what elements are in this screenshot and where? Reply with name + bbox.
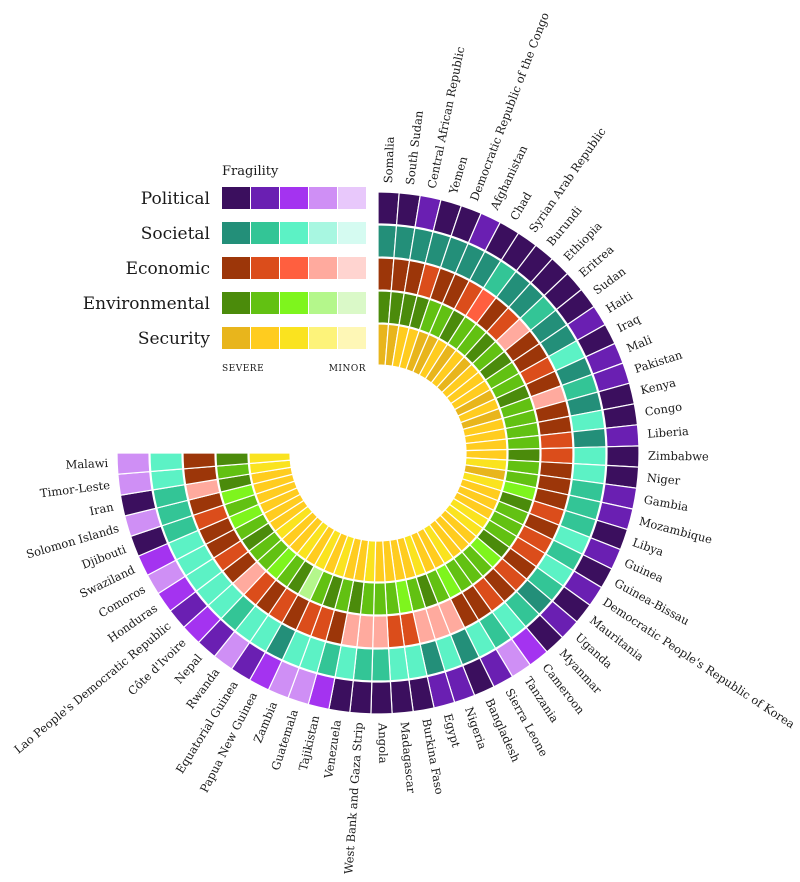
- legend-swatch-societal-4: [309, 222, 337, 244]
- legend-swatch-economic-1: [222, 257, 250, 279]
- legend-scale-severe: SEVERE: [222, 364, 264, 374]
- legend-label-environmental: Environmental: [83, 294, 210, 314]
- country-label-mali: Mali: [624, 332, 654, 355]
- legend-swatch-political-3: [280, 187, 308, 209]
- legend-swatch-economic-5: [338, 257, 366, 279]
- cell-societal-angola: [371, 648, 391, 682]
- legend-swatch-security-4: [309, 327, 337, 349]
- country-label-chad: Chad: [507, 189, 535, 223]
- country-label-malawi: Malawi: [65, 456, 109, 472]
- cell-economic-malawi: [182, 452, 217, 470]
- legend-scale-minor: MINOR: [329, 364, 366, 374]
- cell-environmental-malawi: [215, 452, 250, 467]
- legend-swatch-security-2: [251, 327, 279, 349]
- country-label-timor-leste: Timor-Leste: [39, 478, 111, 500]
- country-label-tajikistan: Tajikistan: [296, 713, 323, 772]
- legend-swatches: [222, 187, 366, 349]
- legend-swatch-security-3: [280, 327, 308, 349]
- legend-swatch-environmental-2: [251, 292, 279, 314]
- legend-swatch-societal-5: [338, 222, 366, 244]
- legend-swatch-economic-3: [280, 257, 308, 279]
- country-label-niger: Niger: [646, 471, 681, 488]
- country-label-gambia: Gambia: [643, 492, 690, 514]
- cell-economic-liberia: [539, 431, 574, 450]
- legend-swatch-political-4: [309, 187, 337, 209]
- country-label-burkina-faso: Burkina Faso: [419, 717, 446, 795]
- legend-label-societal: Societal: [141, 224, 210, 244]
- cell-political-zimbabwe: [606, 445, 640, 468]
- legend-swatch-societal-2: [251, 222, 279, 244]
- cell-political-malawi: [116, 452, 151, 475]
- legend-title: Fragility: [222, 164, 279, 179]
- country-label-pakistan: Pakistan: [633, 347, 685, 376]
- cell-societal-liberia: [572, 427, 607, 449]
- legend-swatch-societal-1: [222, 222, 250, 244]
- legend-label-economic: Economic: [126, 259, 210, 279]
- legend-swatch-environmental-4: [309, 292, 337, 314]
- cell-security-angola: [373, 540, 386, 583]
- country-label-democratic-people-s-republic-of-korea: Democratic People's Republic of Korea: [600, 595, 797, 731]
- legend-swatch-environmental-1: [222, 292, 250, 314]
- legend-swatch-political-2: [251, 187, 279, 209]
- legend-swatch-environmental-3: [280, 292, 308, 314]
- country-label-egypt: Egypt: [441, 712, 463, 749]
- legend-swatch-security-5: [338, 327, 366, 349]
- country-label-west-bank-and-gaza-strip: West Bank and Gaza Strip: [341, 722, 365, 875]
- legend-swatch-economic-2: [251, 257, 279, 279]
- cell-economic-zimbabwe: [540, 447, 574, 465]
- country-label-kenya: Kenya: [639, 375, 677, 397]
- country-label-congo: Congo: [644, 399, 683, 418]
- country-label-madagascar: Madagascar: [398, 721, 419, 794]
- country-label-libya: Libya: [631, 535, 666, 559]
- country-label-lao-people-s-democratic-republic: Lao People's Democratic Republic: [11, 619, 173, 757]
- country-label-liberia: Liberia: [647, 424, 690, 441]
- country-label-iraq: Iraq: [615, 311, 644, 335]
- legend: Fragility Political Societal Economic En…: [83, 164, 366, 374]
- country-label-nigeria: Nigeria: [462, 705, 490, 751]
- legend-label-political: Political: [141, 189, 210, 209]
- legend-swatch-environmental-5: [338, 292, 366, 314]
- legend-swatch-economic-4: [309, 257, 337, 279]
- cell-economic-angola: [372, 615, 390, 649]
- country-label-south-sudan: South Sudan: [403, 109, 426, 186]
- country-label-venezuela: Venezuela: [321, 719, 344, 781]
- legend-swatch-security-1: [222, 327, 250, 349]
- country-label-zimbabwe: Zimbabwe: [648, 449, 709, 464]
- cell-political-somalia: [377, 191, 400, 226]
- country-label-angola: Angola: [376, 722, 391, 764]
- chart-rings: [116, 191, 640, 715]
- cell-societal-malawi: [149, 452, 184, 473]
- cell-political-angola: [370, 681, 393, 715]
- cell-environmental-angola: [372, 582, 388, 616]
- country-label-iran: Iran: [88, 500, 115, 519]
- country-label-yemen: Yemen: [446, 154, 471, 196]
- country-label-somalia: Somalia: [381, 136, 397, 183]
- cell-societal-zimbabwe: [573, 446, 607, 466]
- cell-security-malawi: [248, 452, 291, 465]
- cell-political-madagascar: [389, 679, 414, 715]
- country-label-zambia: Zambia: [251, 699, 281, 745]
- cell-political-liberia: [604, 424, 640, 448]
- legend-label-security: Security: [138, 329, 211, 349]
- country-label-haiti: Haiti: [603, 288, 635, 315]
- legend-swatch-political-1: [222, 187, 250, 209]
- legend-swatch-political-5: [338, 187, 366, 209]
- legend-swatch-societal-3: [280, 222, 308, 244]
